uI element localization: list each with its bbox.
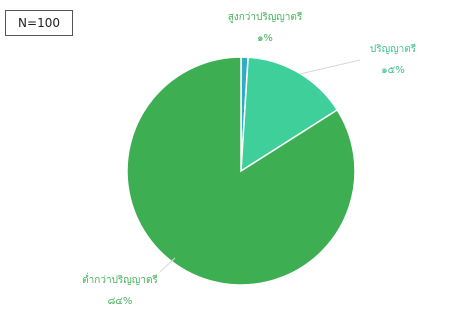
pie-slice <box>240 56 339 173</box>
slice-value-label: ๑๕% <box>381 65 404 76</box>
slice-label: สูงกว่าปริญญาตรี <box>228 11 303 23</box>
slice-value-label: ๑% <box>257 33 273 44</box>
pie-slice <box>126 56 356 286</box>
slice-label: ต่ำกว่าปริญญาตรี <box>82 272 158 286</box>
sample-size-badge: N=100 <box>5 10 73 36</box>
leader-line <box>159 257 176 273</box>
slice-value-label: ๘๔% <box>108 296 133 307</box>
leader-line <box>299 59 361 75</box>
slice-label: ปริญญาตรี <box>370 43 417 55</box>
